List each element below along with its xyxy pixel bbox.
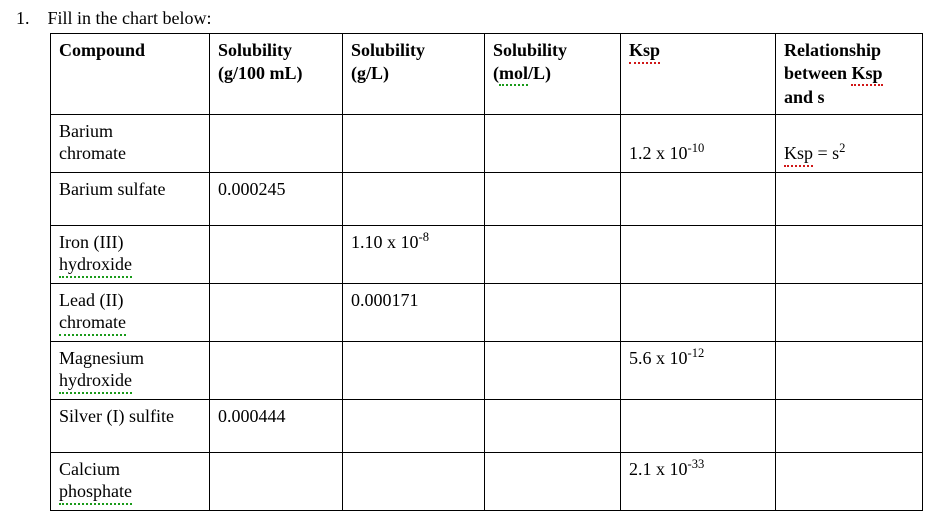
table-row: Barium sulfate 0.000245: [51, 172, 923, 225]
col-compound: Compound: [51, 34, 210, 115]
header-text: mol: [499, 62, 528, 87]
cell-text: 1.2 x 10: [629, 143, 688, 163]
header-text: Relationship: [784, 40, 881, 60]
cell-text: chromate: [59, 311, 126, 336]
cell-blank: [485, 225, 621, 283]
cell-sol-g-100ml: 0.000245: [210, 172, 343, 225]
cell-blank: [343, 341, 485, 399]
table-row: Calcium phosphate 2.1 x 10-33: [51, 452, 923, 510]
cell-compound: Barium sulfate: [51, 172, 210, 225]
cell-compound: Iron (III) hydroxide: [51, 225, 210, 283]
cell-sup: 2: [839, 141, 845, 155]
cell-blank: [621, 283, 776, 341]
cell-text: 0.000444: [218, 406, 286, 426]
table-row: Barium chromate 1.2 x 10-10 Ksp = s2: [51, 114, 923, 172]
cell-sup: -33: [688, 457, 705, 471]
cell-blank: [343, 114, 485, 172]
cell-text: 0.000245: [218, 179, 286, 199]
table-row: Silver (I) sulfite 0.000444: [51, 399, 923, 452]
cell-blank: [485, 341, 621, 399]
cell-relationship: Ksp = s2: [776, 114, 923, 172]
header-text: /L): [528, 63, 551, 83]
cell-text: phosphate: [59, 480, 132, 505]
header-text: Solubility: [493, 40, 567, 60]
cell-ksp: 1.2 x 10-10: [621, 114, 776, 172]
cell-text: Ksp: [784, 142, 813, 167]
cell-blank: [485, 283, 621, 341]
header-row: Compound Solubility (g/100 mL) Solubilit…: [51, 34, 923, 115]
cell-compound: Silver (I) sulfite: [51, 399, 210, 452]
cell-text: hydroxide: [59, 253, 132, 278]
table-row: Iron (III) hydroxide 1.10 x 10-8: [51, 225, 923, 283]
cell-sup: -12: [688, 346, 705, 360]
cell-text: Lead (II): [59, 290, 123, 310]
cell-sol-g-l: 1.10 x 10-8: [343, 225, 485, 283]
cell-compound: Lead (II) chromate: [51, 283, 210, 341]
cell-text: Magnesium: [59, 348, 144, 368]
cell-text: chromate: [59, 143, 126, 163]
cell-compound: Magnesium hydroxide: [51, 341, 210, 399]
header-compound-text: Compound: [59, 40, 145, 60]
cell-blank: [776, 225, 923, 283]
cell-sol-g-l: 0.000171: [343, 283, 485, 341]
cell-blank: [776, 341, 923, 399]
cell-text: 0.000171: [351, 290, 419, 310]
cell-ksp: 5.6 x 10-12: [621, 341, 776, 399]
cell-blank: [776, 283, 923, 341]
cell-blank: [776, 452, 923, 510]
cell-text: Silver (I) sulfite: [59, 406, 174, 426]
header-text: Ksp: [629, 39, 660, 64]
cell-blank: [210, 452, 343, 510]
cell-text: Calcium: [59, 459, 120, 479]
cell-text: 1.10 x 10: [351, 232, 419, 252]
cell-blank: [485, 399, 621, 452]
header-text: Solubility: [351, 40, 425, 60]
cell-blank: [776, 172, 923, 225]
cell-blank: [343, 452, 485, 510]
cell-blank: [210, 341, 343, 399]
cell-blank: [485, 172, 621, 225]
col-relationship: Relationship between Ksp and s: [776, 34, 923, 115]
table-row: Lead (II) chromate 0.000171: [51, 283, 923, 341]
cell-blank: [210, 114, 343, 172]
cell-sup: -10: [688, 141, 705, 155]
question-number: 1.: [16, 8, 30, 28]
cell-blank: [485, 452, 621, 510]
cell-text: hydroxide: [59, 369, 132, 394]
question-line: 1. Fill in the chart below:: [16, 8, 928, 29]
header-text: Ksp: [851, 62, 882, 87]
cell-sol-g-100ml: 0.000444: [210, 399, 343, 452]
cell-blank: [343, 172, 485, 225]
col-sol-g-100ml: Solubility (g/100 mL): [210, 34, 343, 115]
col-sol-mol-l: Solubility (mol/L): [485, 34, 621, 115]
header-text: (g/L): [351, 63, 389, 83]
cell-blank: [621, 172, 776, 225]
cell-text: = s: [813, 143, 839, 163]
col-ksp: Ksp: [621, 34, 776, 115]
header-text: Solubility: [218, 40, 292, 60]
cell-blank: [485, 114, 621, 172]
cell-blank: [776, 399, 923, 452]
table-row: Magnesium hydroxide 5.6 x 10-12: [51, 341, 923, 399]
cell-text: Iron (III): [59, 232, 123, 252]
solubility-table: Compound Solubility (g/100 mL) Solubilit…: [50, 33, 923, 511]
cell-text: Barium: [59, 121, 113, 141]
cell-compound: Calcium phosphate: [51, 452, 210, 510]
cell-compound: Barium chromate: [51, 114, 210, 172]
header-text: (g/100 mL): [218, 63, 303, 83]
cell-text: 2.1 x 10: [629, 459, 688, 479]
cell-text: 5.6 x 10: [629, 348, 688, 368]
question-text: Fill in the chart below:: [48, 8, 212, 28]
cell-blank: [210, 225, 343, 283]
col-sol-g-l: Solubility (g/L): [343, 34, 485, 115]
header-text: between: [784, 63, 851, 83]
cell-blank: [621, 399, 776, 452]
header-text: and s: [784, 87, 825, 107]
cell-blank: [210, 283, 343, 341]
cell-blank: [621, 225, 776, 283]
cell-text: Barium sulfate: [59, 179, 165, 199]
cell-ksp: 2.1 x 10-33: [621, 452, 776, 510]
cell-blank: [343, 399, 485, 452]
cell-sup: -8: [419, 230, 430, 244]
